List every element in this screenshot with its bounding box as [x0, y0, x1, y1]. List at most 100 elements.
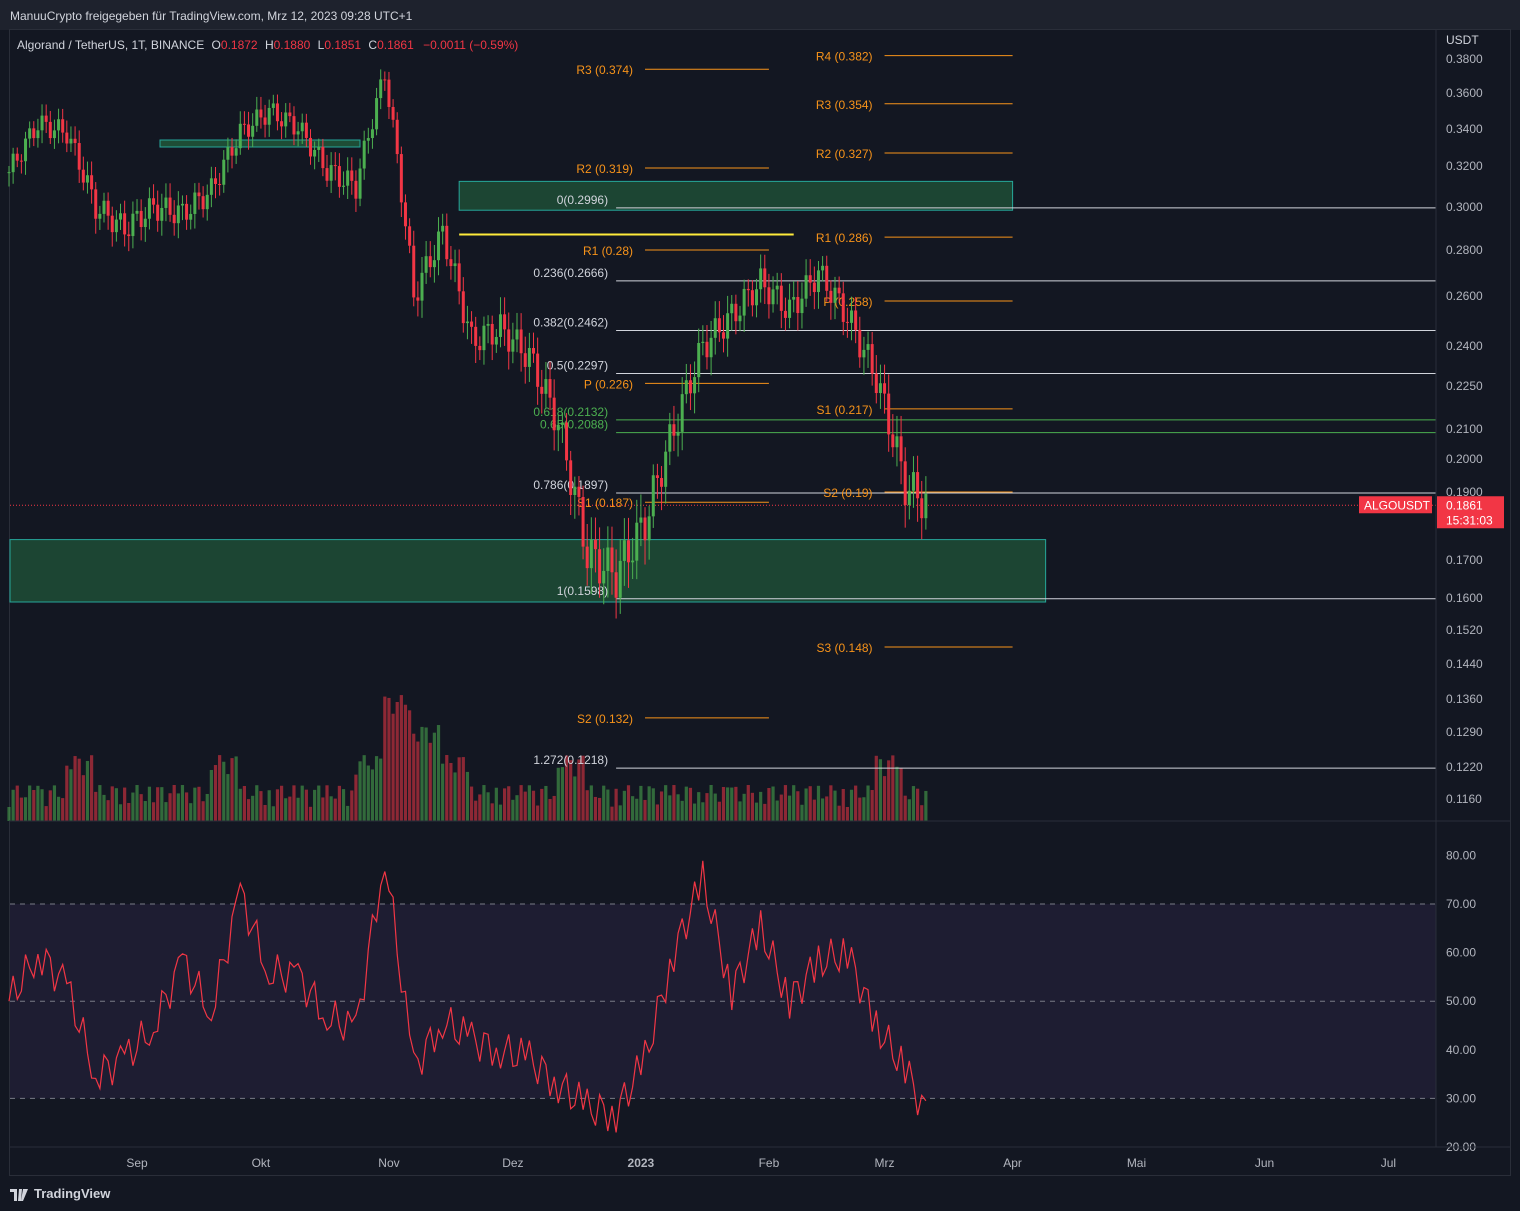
- candle-body: [713, 318, 717, 338]
- volume-bar: [81, 775, 85, 821]
- candle-body: [726, 313, 730, 339]
- candle-body: [445, 225, 449, 260]
- candle-body: [180, 203, 184, 206]
- candle-body: [792, 297, 796, 300]
- volume-bar: [622, 790, 626, 821]
- price-tick-18: 0.1220: [1446, 760, 1483, 774]
- volume-bar: [114, 788, 118, 821]
- volume-bar: [346, 805, 350, 821]
- candle-body: [544, 379, 548, 394]
- volume-bar: [156, 787, 160, 821]
- candle-body: [548, 379, 552, 398]
- candle-body: [878, 383, 882, 394]
- last-price-value: 0.1861: [1446, 498, 1483, 512]
- volume-bar: [40, 789, 44, 821]
- high-value: 0.1880: [273, 38, 311, 52]
- candle-body: [498, 314, 502, 337]
- volume-bar: [581, 755, 585, 821]
- volume-bar: [7, 807, 11, 821]
- candle-body: [234, 148, 238, 156]
- rsi-tick-4: 40.00: [1446, 1043, 1476, 1057]
- candle-body: [69, 138, 73, 144]
- volume-bar: [763, 803, 767, 821]
- candle-body: [474, 326, 478, 346]
- x-tick-5: Feb: [759, 1156, 780, 1170]
- candles-layer: [7, 69, 928, 619]
- volume-bar: [589, 785, 593, 821]
- candle-body: [172, 214, 176, 224]
- candle-body: [428, 256, 432, 268]
- candle-body: [924, 493, 928, 519]
- volume-bar: [597, 797, 602, 821]
- volume-bar: [279, 785, 284, 821]
- price-tick-10: 0.2000: [1446, 452, 1483, 466]
- candle-body: [618, 560, 622, 598]
- candle-body: [556, 424, 560, 431]
- volume-bar: [771, 786, 775, 821]
- candle-body: [259, 109, 263, 118]
- candle-body: [44, 115, 48, 122]
- volume-bar: [916, 788, 920, 821]
- candle-body: [816, 270, 820, 293]
- volume-bar: [804, 788, 808, 821]
- candle-body: [329, 165, 333, 181]
- candle-body: [693, 377, 697, 394]
- volume-bar: [511, 799, 515, 821]
- volume-bar: [379, 758, 383, 821]
- candle-body: [812, 282, 816, 293]
- candle-body: [420, 272, 424, 301]
- candle-body: [304, 122, 308, 138]
- volume-bar: [713, 793, 717, 821]
- candle-body: [796, 297, 800, 314]
- volume-bar: [796, 791, 800, 821]
- volume-bar: [854, 785, 858, 821]
- candle-body: [775, 285, 779, 290]
- candle-body: [532, 348, 536, 354]
- volume-bar: [313, 789, 317, 821]
- fib-label-0: 0(0.2996): [557, 193, 608, 207]
- candle-body: [622, 540, 626, 561]
- pivot-feb-label-0: R4 (0.382): [816, 50, 873, 64]
- volume-bar: [391, 713, 395, 821]
- volume-bar: [106, 800, 110, 821]
- candle-body: [346, 170, 350, 186]
- volume-bar: [688, 787, 693, 821]
- volume-bar: [920, 805, 924, 821]
- volume-bar: [659, 791, 664, 821]
- price-tick-13: 0.1600: [1446, 591, 1483, 605]
- candle-body: [841, 293, 845, 322]
- volume-bar: [226, 774, 230, 821]
- volume-bar: [118, 804, 123, 821]
- volume-bar: [734, 786, 738, 821]
- volume-bar: [399, 695, 403, 821]
- candle-body: [746, 288, 750, 291]
- candle-body: [399, 154, 403, 203]
- candle-body: [255, 109, 259, 126]
- candle-body: [701, 341, 705, 343]
- candle-body: [614, 572, 618, 598]
- volume-bar: [664, 785, 668, 821]
- volume-bar: [845, 806, 849, 821]
- volume-bar: [176, 793, 180, 821]
- candle-body: [664, 451, 668, 487]
- volume-bar: [28, 785, 32, 821]
- tradingview-brand[interactable]: TradingView: [10, 1186, 110, 1201]
- candle-body: [7, 172, 11, 174]
- x-tick-10: Jul: [1381, 1156, 1396, 1170]
- price-tick-14: 0.1520: [1446, 623, 1483, 637]
- candle-body: [156, 204, 160, 221]
- candle-body: [61, 119, 65, 133]
- candle-body: [110, 215, 114, 233]
- candle-body: [627, 540, 630, 563]
- volume-bar: [329, 796, 333, 821]
- volume-bar: [234, 756, 238, 821]
- pivot-jan-label-0: R3 (0.374): [576, 63, 633, 77]
- x-tick-9: Jun: [1255, 1156, 1274, 1170]
- fib-label-3: 0.5(0.2297): [547, 358, 608, 372]
- volume-bar: [527, 785, 531, 821]
- volume-bar: [800, 804, 804, 821]
- candle-body: [102, 200, 106, 214]
- volume-bar: [891, 755, 895, 821]
- volume-bar: [833, 790, 837, 821]
